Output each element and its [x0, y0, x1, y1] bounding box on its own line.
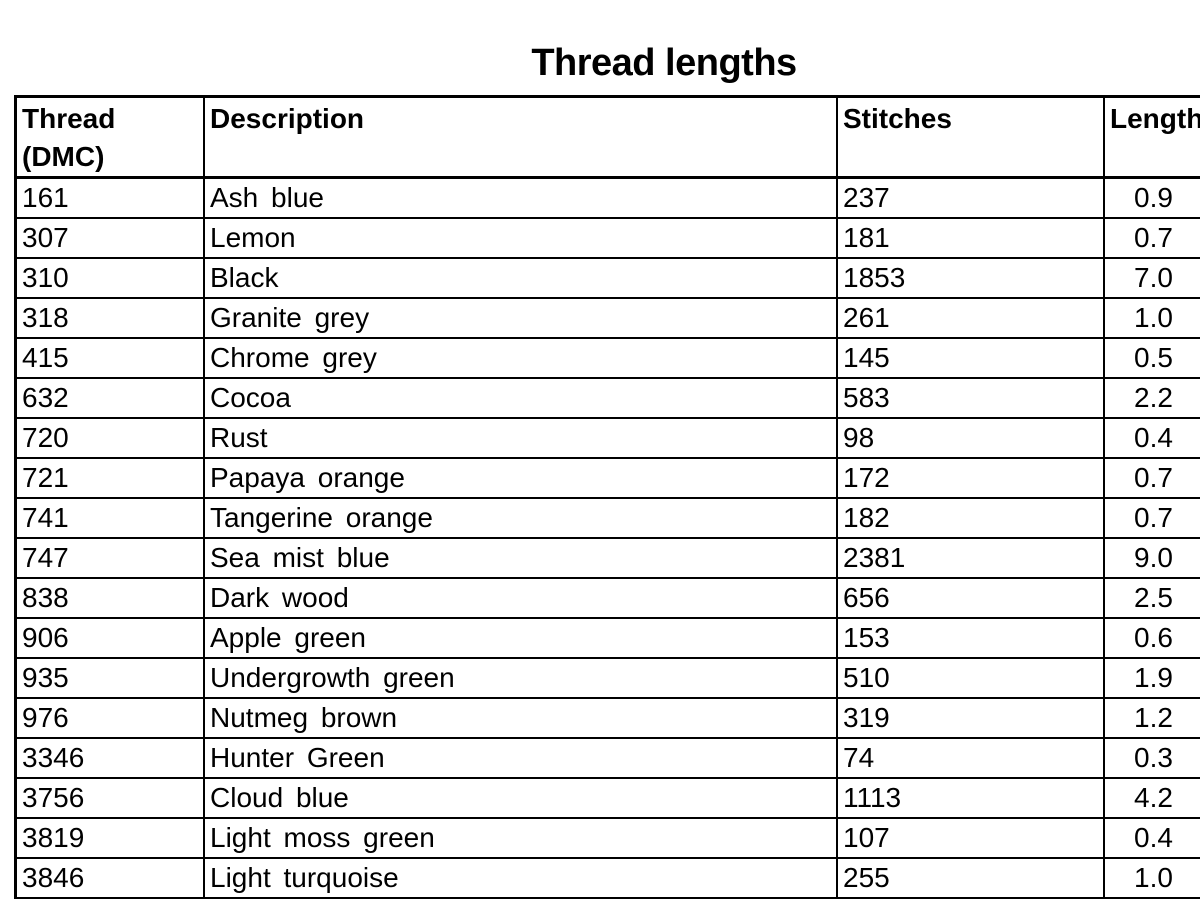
cell-stitches: 1113	[838, 779, 1105, 819]
cell-length: 7.0	[1105, 259, 1200, 299]
cell-stitches: 181	[838, 219, 1105, 259]
table-row: 721 Papaya orange 172 0.7	[17, 459, 1200, 499]
table-row: 632 Cocoa 583 2.2	[17, 379, 1200, 419]
cell-description: Black	[205, 259, 838, 299]
column-header-thread: Thread (DMC)	[17, 98, 205, 179]
cell-thread: 741	[17, 499, 205, 539]
cell-stitches: 510	[838, 659, 1105, 699]
table-row: 741 Tangerine orange 182 0.7	[17, 499, 1200, 539]
table-row: 318 Granite grey 261 1.0	[17, 299, 1200, 339]
cell-description: Chrome grey	[205, 339, 838, 379]
table-row: 935 Undergrowth green 510 1.9	[17, 659, 1200, 699]
cell-stitches: 153	[838, 619, 1105, 659]
cell-thread: 318	[17, 299, 205, 339]
cell-thread: 415	[17, 339, 205, 379]
cell-length: 0.3	[1105, 739, 1200, 779]
table-row: 415 Chrome grey 145 0.5	[17, 339, 1200, 379]
table-body: 161 Ash blue 237 0.9 307 Lemon 181 0.7 310 Black 1…	[17, 179, 1200, 899]
table-row: 838 Dark wood 656 2.5	[17, 579, 1200, 619]
table-row: 3819 Light moss green 107 0.4	[17, 819, 1200, 859]
table-row: 976 Nutmeg brown 319 1.2	[17, 699, 1200, 739]
cell-length: 0.9	[1105, 179, 1200, 219]
cell-thread: 632	[17, 379, 205, 419]
page-title: Thread lengths	[531, 42, 797, 84]
table-row: 310 Black 1853 7.0	[17, 259, 1200, 299]
cell-description: Tangerine orange	[205, 499, 838, 539]
cell-stitches: 74	[838, 739, 1105, 779]
column-header-description: Description	[205, 98, 838, 179]
thread-lengths-table: Thread (DMC) Description Stitches Length…	[14, 95, 1200, 899]
cell-stitches: 182	[838, 499, 1105, 539]
cell-description: Undergrowth green	[205, 659, 838, 699]
cell-stitches: 656	[838, 579, 1105, 619]
cell-description: Lemon	[205, 219, 838, 259]
table-row: 3846 Light turquoise 255 1.0	[17, 859, 1200, 899]
cell-stitches: 261	[838, 299, 1105, 339]
table-row: 747 Sea mist blue 2381 9.0	[17, 539, 1200, 579]
cell-length: 0.4	[1105, 419, 1200, 459]
cell-stitches: 98	[838, 419, 1105, 459]
cell-stitches: 107	[838, 819, 1105, 859]
cell-description: Granite grey	[205, 299, 838, 339]
table-row: 3756 Cloud blue 1113 4.2	[17, 779, 1200, 819]
cell-length: 0.4	[1105, 819, 1200, 859]
cell-description: Light turquoise	[205, 859, 838, 899]
cell-thread: 161	[17, 179, 205, 219]
column-header-stitches: Stitches	[838, 98, 1105, 179]
cell-length: 1.2	[1105, 699, 1200, 739]
cell-stitches: 255	[838, 859, 1105, 899]
table-row: 720 Rust 98 0.4	[17, 419, 1200, 459]
cell-thread: 976	[17, 699, 205, 739]
cell-description: Apple green	[205, 619, 838, 659]
cell-thread: 3819	[17, 819, 205, 859]
cell-thread: 838	[17, 579, 205, 619]
cell-length: 1.0	[1105, 299, 1200, 339]
cell-length: 9.0	[1105, 539, 1200, 579]
cell-length: 1.0	[1105, 859, 1200, 899]
cell-thread: 720	[17, 419, 205, 459]
cell-length: 0.7	[1105, 499, 1200, 539]
table-row: 3346 Hunter Green 74 0.3	[17, 739, 1200, 779]
cell-description: Sea mist blue	[205, 539, 838, 579]
cell-length: 2.5	[1105, 579, 1200, 619]
cell-description: Nutmeg brown	[205, 699, 838, 739]
cell-length: 0.6	[1105, 619, 1200, 659]
column-header-length: Length (m)	[1105, 98, 1200, 179]
cell-description: Cloud blue	[205, 779, 838, 819]
cell-description: Hunter Green	[205, 739, 838, 779]
table-row: 307 Lemon 181 0.7	[17, 219, 1200, 259]
cell-length: 2.2	[1105, 379, 1200, 419]
cell-description: Rust	[205, 419, 838, 459]
cell-thread: 747	[17, 539, 205, 579]
cell-stitches: 1853	[838, 259, 1105, 299]
cell-length: 1.9	[1105, 659, 1200, 699]
cell-thread: 310	[17, 259, 205, 299]
cell-length: 0.7	[1105, 459, 1200, 499]
cell-thread: 307	[17, 219, 205, 259]
cell-description: Light moss green	[205, 819, 838, 859]
cell-thread: 935	[17, 659, 205, 699]
header-row: Thread (DMC) Description Stitches Length…	[17, 98, 1200, 179]
cell-thread: 906	[17, 619, 205, 659]
cell-stitches: 145	[838, 339, 1105, 379]
table-row: 161 Ash blue 237 0.9	[17, 179, 1200, 219]
table-header: Thread (DMC) Description Stitches Length…	[17, 98, 1200, 179]
table-row: 906 Apple green 153 0.6	[17, 619, 1200, 659]
cell-thread: 721	[17, 459, 205, 499]
cell-description: Ash blue	[205, 179, 838, 219]
cell-stitches: 237	[838, 179, 1105, 219]
cell-thread: 3846	[17, 859, 205, 899]
cell-stitches: 319	[838, 699, 1105, 739]
cell-length: 4.2	[1105, 779, 1200, 819]
cell-thread: 3756	[17, 779, 205, 819]
cell-length: 0.5	[1105, 339, 1200, 379]
cell-description: Cocoa	[205, 379, 838, 419]
cell-stitches: 583	[838, 379, 1105, 419]
cell-stitches: 172	[838, 459, 1105, 499]
cell-stitches: 2381	[838, 539, 1105, 579]
cell-thread: 3346	[17, 739, 205, 779]
cell-description: Papaya orange	[205, 459, 838, 499]
cell-length: 0.7	[1105, 219, 1200, 259]
cell-description: Dark wood	[205, 579, 838, 619]
